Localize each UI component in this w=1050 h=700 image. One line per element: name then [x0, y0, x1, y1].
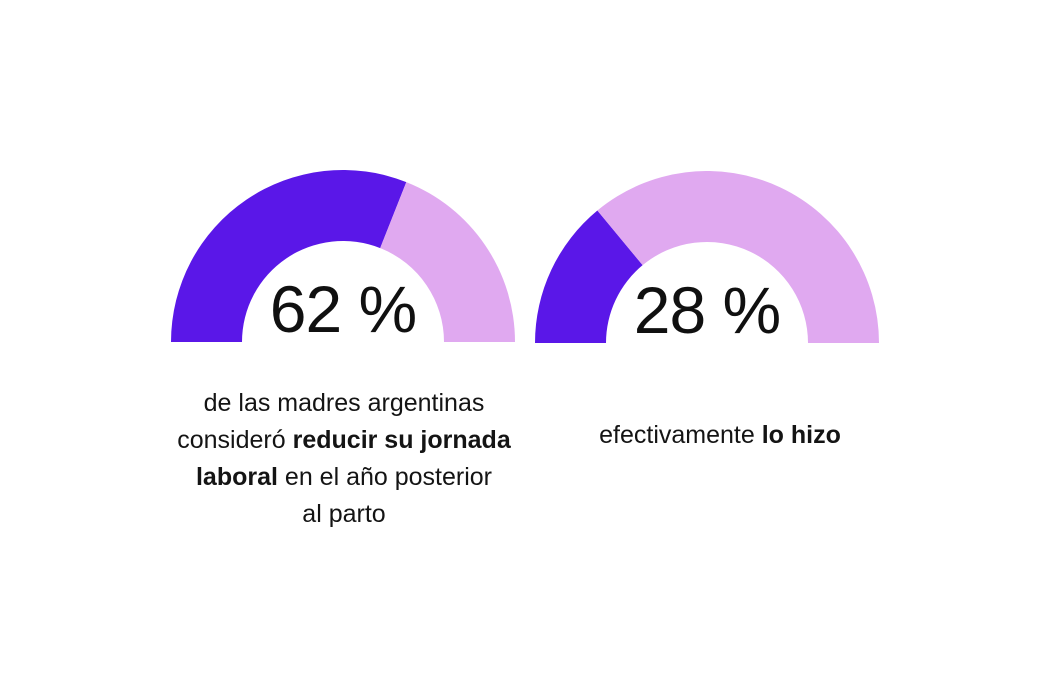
gauge-value-label: 62 %: [269, 272, 417, 346]
gauge-value-label: 28 %: [633, 273, 781, 347]
caption-text: consideró: [177, 426, 293, 454]
gauge-arc-svg: [171, 170, 515, 342]
gauge-chart-actually-did: 28 %: [535, 171, 879, 343]
gauge-filled-arc: [535, 210, 643, 343]
caption-text: efectivamente: [599, 421, 762, 449]
caption-text: en el año posterior: [277, 463, 492, 491]
caption-bold-text: reducir su jornada: [292, 426, 511, 454]
caption-line: al parto: [144, 496, 544, 533]
gauge-chart-considered-reduction: 62 %: [171, 170, 515, 342]
gauge-remainder-arc: [597, 171, 879, 343]
caption-bold-text: lo hizo: [761, 421, 841, 449]
caption-text: al parto: [302, 500, 386, 528]
caption-line: efectivamente lo hizo: [520, 417, 920, 454]
gauge-remainder-arc: [380, 182, 515, 342]
gauge-arc-svg: [535, 171, 879, 343]
caption-line: de las madres argentinas: [144, 385, 544, 422]
gauge-filled-arc: [171, 170, 407, 342]
gauge-caption-considered-reduction: de las madres argentinas consideró reduci…: [144, 385, 544, 533]
caption-text: de las madres argentinas: [203, 389, 485, 417]
gauge-caption-actually-did: efectivamente lo hizo: [520, 417, 920, 454]
caption-bold-text: laboral: [195, 463, 278, 491]
caption-line: consideró reducir su jornada: [144, 422, 544, 459]
caption-line: laboral en el año posterior: [144, 459, 544, 496]
